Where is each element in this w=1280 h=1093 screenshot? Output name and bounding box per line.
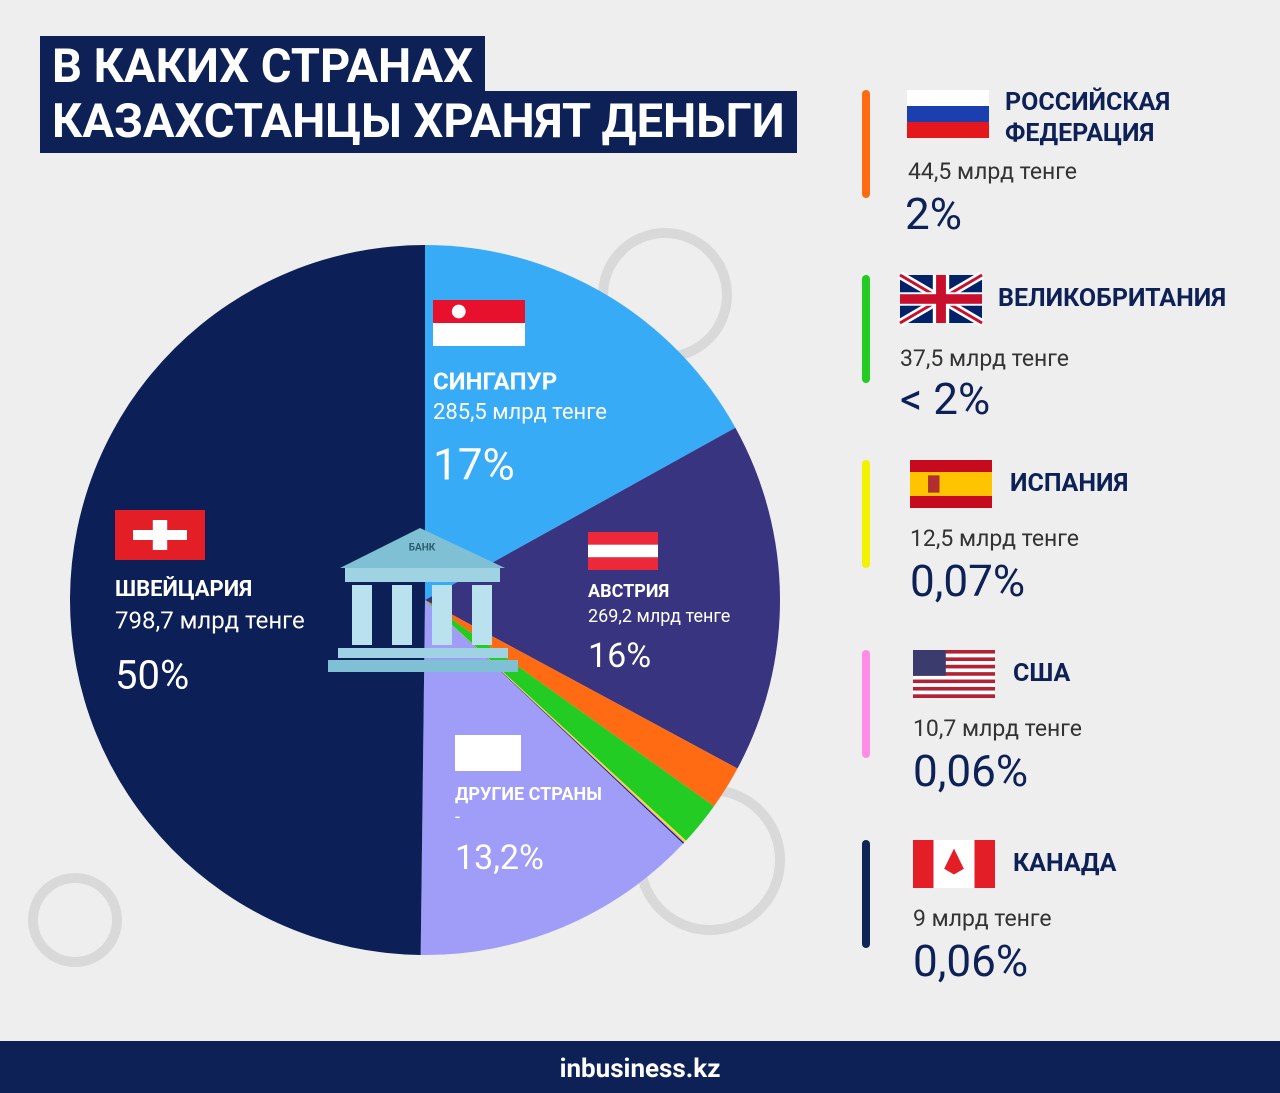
legend-amount: 10,7 млрд тенге xyxy=(913,715,1082,742)
pie-slice xyxy=(425,427,780,769)
flag-part xyxy=(913,653,995,658)
legend-bar xyxy=(862,650,870,758)
flag-part xyxy=(451,304,466,319)
legend-bar xyxy=(862,275,870,383)
flag-part xyxy=(133,530,187,540)
legend-flag xyxy=(913,650,995,698)
category-label: ДРУГИЕ СТРАНЫ xyxy=(455,784,602,805)
value-label: 16% xyxy=(588,636,651,676)
flag-part xyxy=(913,690,995,695)
pie-slice xyxy=(70,245,425,955)
flag-part xyxy=(913,668,995,673)
title-line: КАЗАХСТАНЦЫ ХРАНЯТ ДЕНЬГИ xyxy=(40,91,797,153)
value-label: 13,2% xyxy=(455,838,544,878)
legend-value: 2% xyxy=(905,188,962,240)
flag-part xyxy=(913,650,995,654)
legend-name: РОССИЙСКАЯ ФЕДЕРАЦИЯ xyxy=(1005,88,1171,148)
column xyxy=(432,585,452,645)
legend-bar xyxy=(862,840,870,948)
flag-part xyxy=(913,675,995,680)
legend-value: 0,06% xyxy=(913,745,1029,797)
slice-label: СИНГАПУР 285,5 млрд тенге 17% xyxy=(433,300,607,491)
legend-amount: 44,5 млрд тенге xyxy=(908,158,1077,185)
legend-name: ИСПАНИЯ xyxy=(1010,469,1129,498)
flag-part xyxy=(433,323,525,346)
slice-label: ШВЕЙЦАРИЯ 798,7 млрд тенге 50% xyxy=(115,510,305,699)
legend-bar xyxy=(862,90,870,198)
legend-name: США xyxy=(1013,659,1071,688)
flag-part xyxy=(913,683,995,687)
flag-part xyxy=(913,694,995,698)
flag-part xyxy=(907,122,989,138)
amount-label: 269,2 млрд тенге xyxy=(588,606,730,627)
flag-part xyxy=(433,300,525,323)
flag-part xyxy=(907,90,989,106)
legend-flag xyxy=(913,840,995,888)
flag-part xyxy=(913,672,995,676)
flag-part xyxy=(907,106,989,122)
flag-part xyxy=(913,657,995,662)
pie-slice xyxy=(420,600,684,955)
flag-part xyxy=(913,664,995,669)
legend-flag xyxy=(907,90,989,138)
flag-part xyxy=(588,532,658,545)
watermark xyxy=(28,873,122,967)
column xyxy=(472,585,492,645)
footer-bar xyxy=(0,1041,1280,1093)
footer-logo: inbusiness.kz xyxy=(560,1054,721,1084)
flag-part xyxy=(455,735,521,771)
legend-flag xyxy=(897,271,985,327)
category-label: АВСТРИЯ xyxy=(588,581,669,602)
legend-name: ВЕЛИКОБРИТАНИЯ xyxy=(998,284,1227,313)
legend-value: 0,07% xyxy=(910,555,1026,607)
flag-part xyxy=(913,840,934,888)
value-label: 17% xyxy=(433,439,515,491)
slice-label: ДРУГИЕ СТРАНЫ- 13,2% xyxy=(455,735,602,878)
flag-part xyxy=(900,294,982,304)
column xyxy=(392,585,412,645)
flag-part xyxy=(910,472,992,496)
flag-part xyxy=(913,661,995,665)
frieze xyxy=(345,568,500,582)
flag-part xyxy=(910,496,992,508)
flag-part xyxy=(913,650,946,676)
flag-part xyxy=(974,840,995,888)
value-label: 50% xyxy=(115,652,189,699)
step xyxy=(338,648,508,658)
bank-label: БАНК xyxy=(409,543,436,554)
flag-part xyxy=(928,475,940,493)
legend-value: < 2% xyxy=(900,373,991,425)
flag-part xyxy=(910,460,992,472)
legend-name: КАНАДА xyxy=(1013,849,1117,878)
slice-label: АВСТРИЯ 269,2 млрд тенге 16% xyxy=(588,532,730,676)
legend-value: 0,06% xyxy=(913,935,1029,987)
legend-amount: 37,5 млрд тенге xyxy=(900,345,1069,372)
amount-label: - xyxy=(455,807,460,828)
bank-icon: БАНК xyxy=(328,528,518,672)
category-label: ШВЕЙЦАРИЯ xyxy=(115,576,252,602)
category-label: СИНГАПУР xyxy=(433,367,557,395)
legend-amount: 9 млрд тенге xyxy=(913,905,1052,932)
flag-part xyxy=(913,686,995,691)
flag-part xyxy=(588,557,658,570)
column xyxy=(352,585,372,645)
amount-label: 798,7 млрд тенге xyxy=(115,606,305,634)
flag-part xyxy=(588,544,658,558)
legend-bar xyxy=(862,460,870,568)
legend-amount: 12,5 млрд тенге xyxy=(910,525,1079,552)
roof xyxy=(340,528,505,568)
legend-flag xyxy=(910,460,992,508)
amount-label: 285,5 млрд тенге xyxy=(433,400,607,425)
step xyxy=(328,660,518,672)
flag-part xyxy=(913,679,995,684)
title-line: В КАКИХ СТРАНАХ xyxy=(40,36,486,98)
flag-part xyxy=(944,848,964,875)
